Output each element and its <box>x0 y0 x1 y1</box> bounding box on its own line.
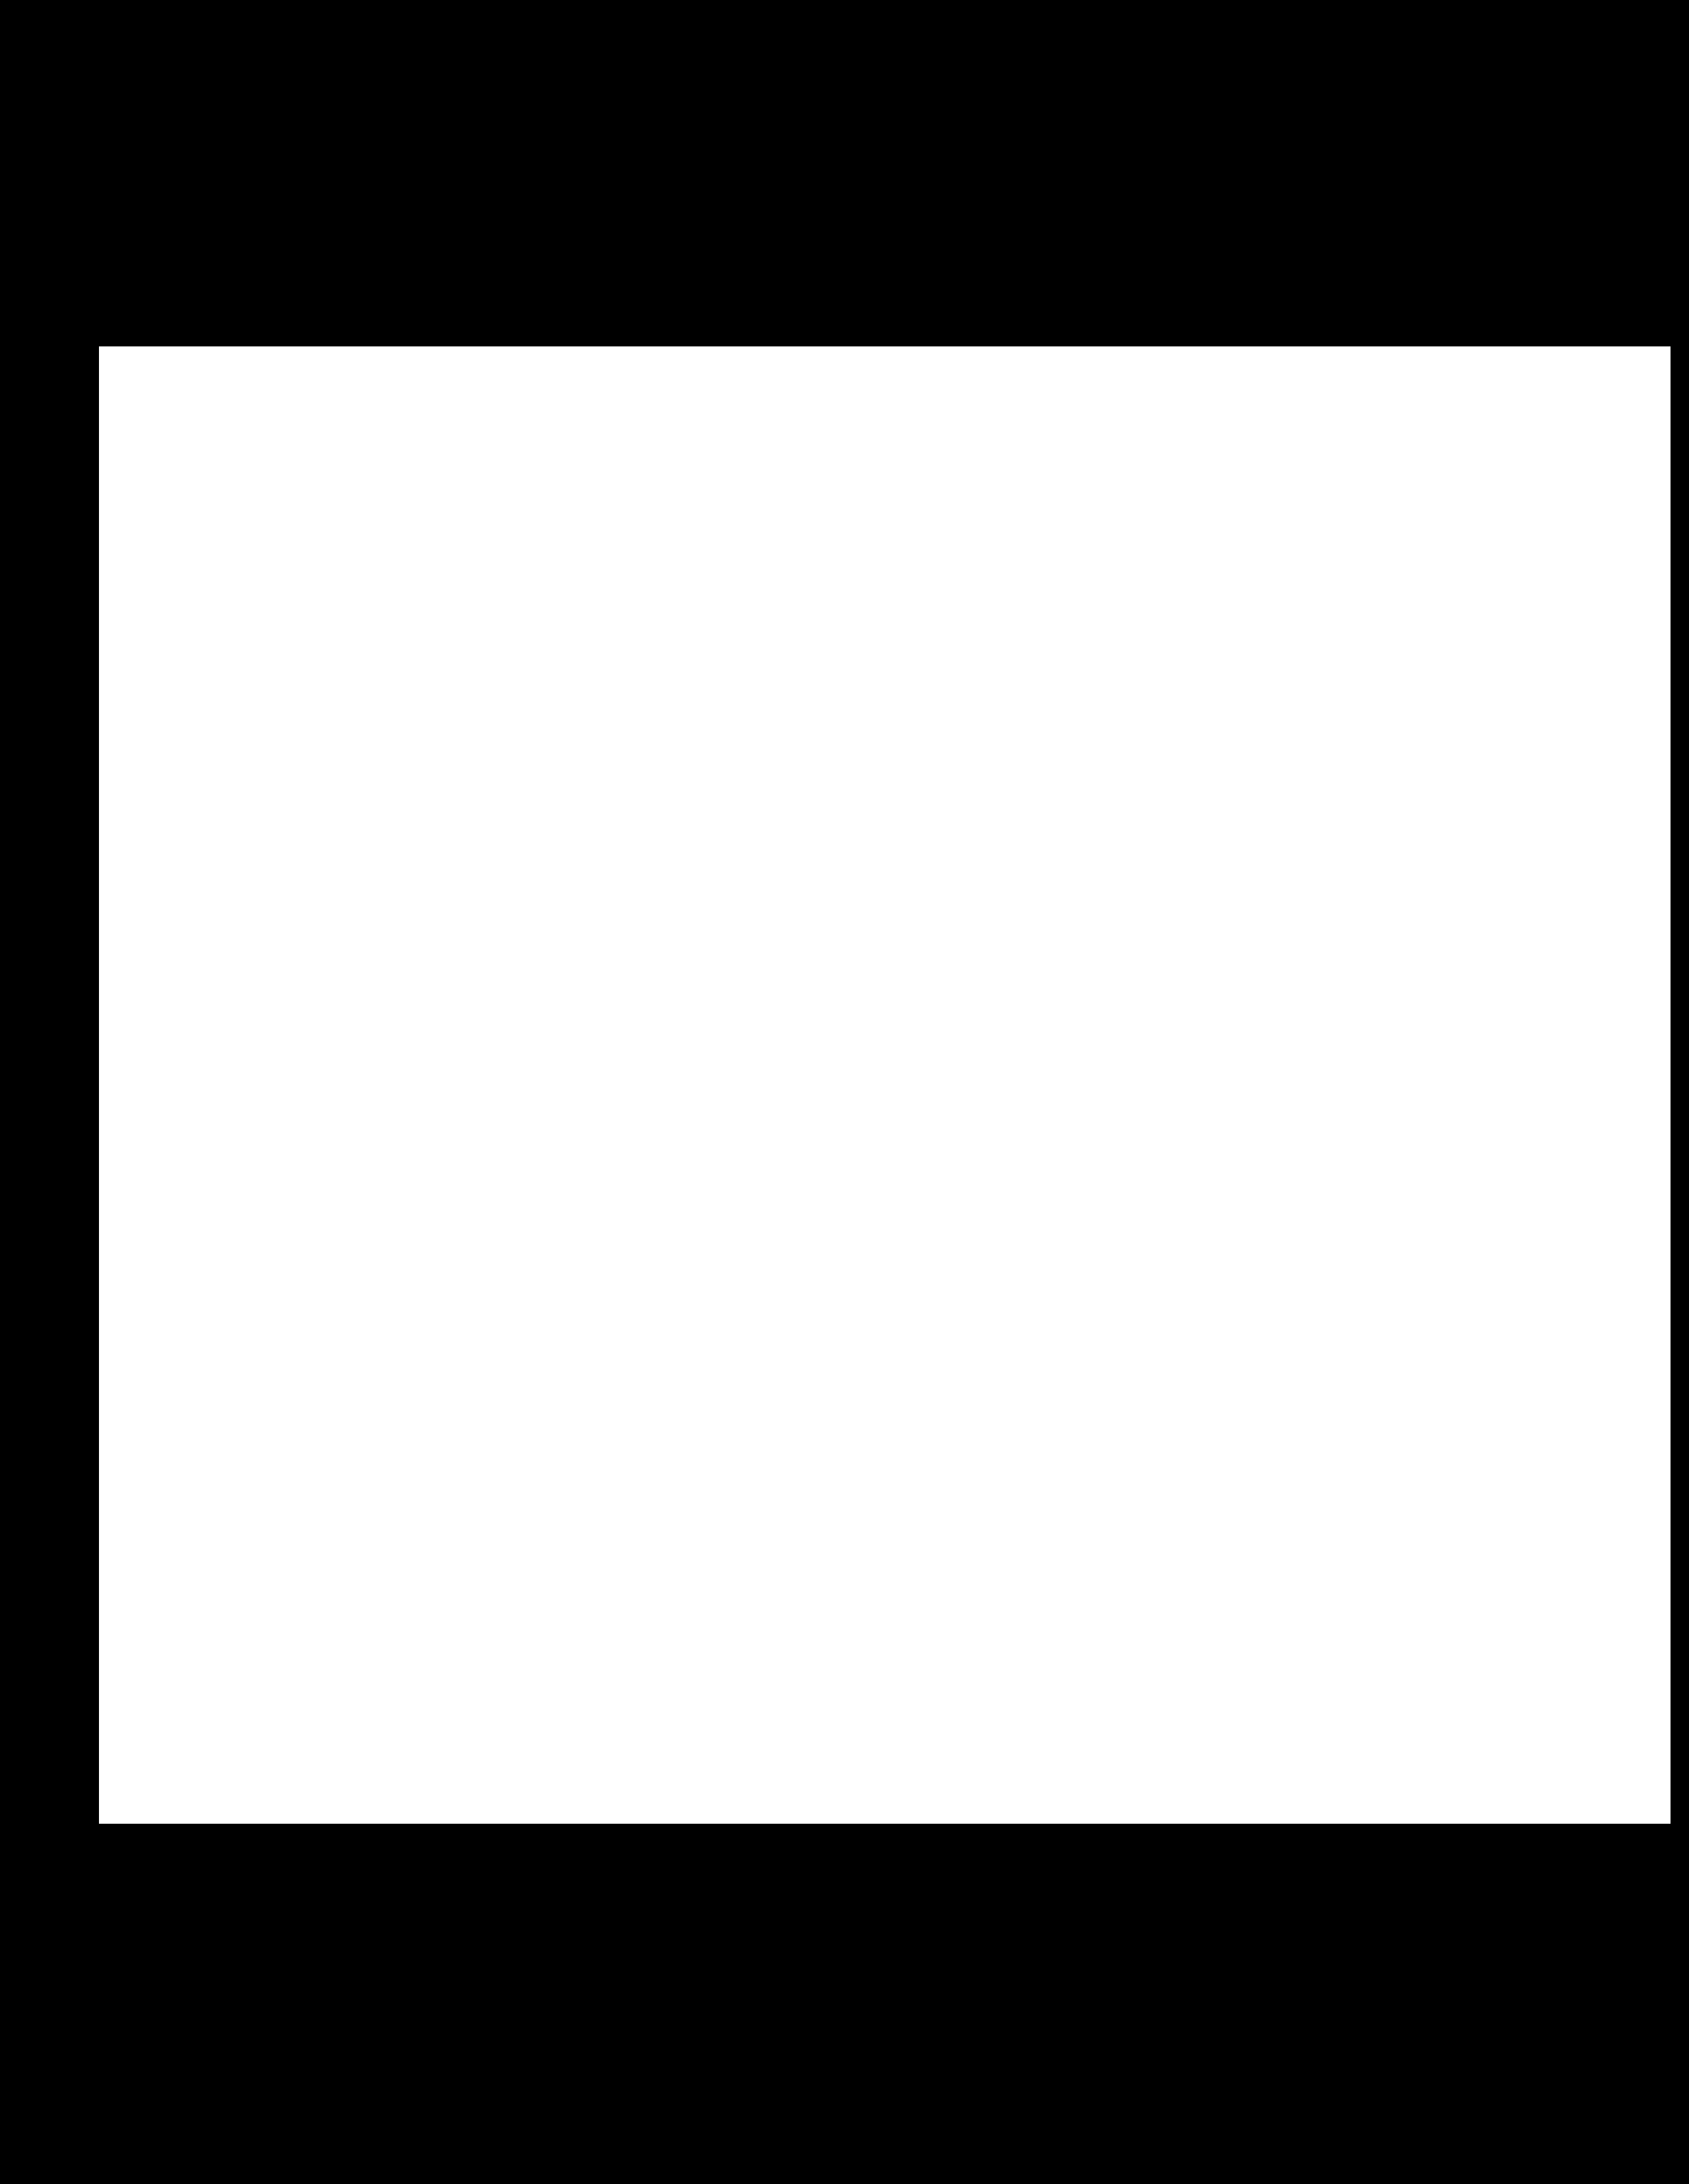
figure-sheet <box>99 346 1671 1824</box>
